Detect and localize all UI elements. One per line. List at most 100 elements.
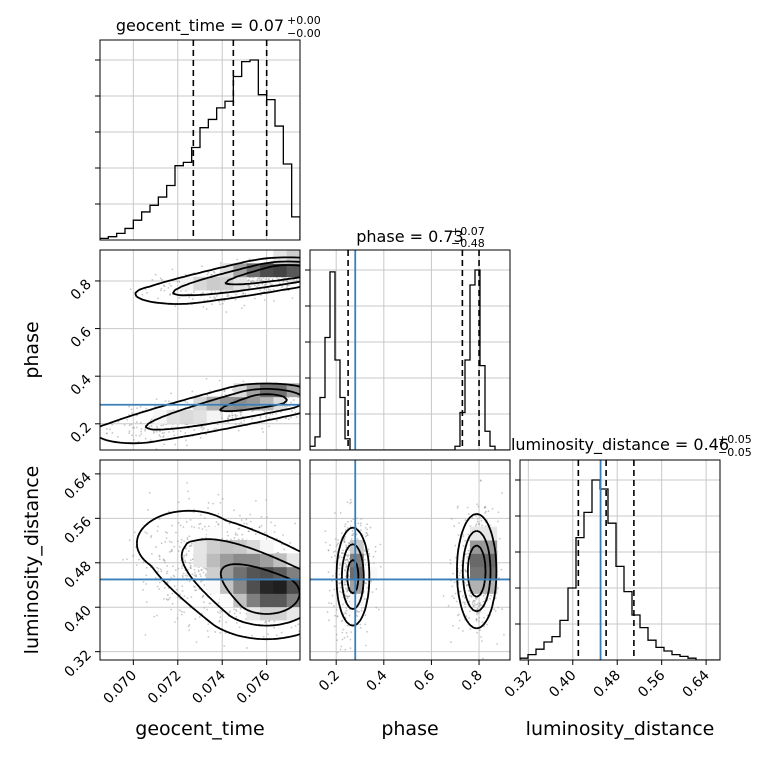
sample-point: [328, 544, 331, 546]
sample-point: [497, 587, 499, 590]
sample-point: [234, 298, 237, 301]
sample-point: [170, 284, 172, 287]
sample-point: [477, 612, 480, 615]
sample-point: [490, 594, 492, 597]
sample-point: [259, 294, 262, 296]
sample-point: [308, 578, 310, 580]
sample-point: [178, 545, 181, 548]
sample-point: [498, 576, 500, 579]
sample-point: [487, 510, 490, 513]
sample-point: [335, 633, 338, 636]
sample-point: [221, 538, 224, 540]
sample-point: [205, 433, 207, 436]
sample-point: [342, 539, 345, 542]
sample-point: [171, 268, 174, 271]
sample-point: [273, 620, 276, 623]
sample-point: [193, 568, 196, 571]
sample-point: [195, 574, 197, 576]
sample-point: [173, 545, 176, 548]
sample-point: [186, 538, 189, 541]
sample-point: [289, 541, 292, 544]
sample-point: [180, 613, 183, 616]
xlabel-geocent-time: geocent_time: [135, 718, 264, 740]
sample-point: [142, 581, 145, 583]
sample-point: [497, 606, 500, 609]
sample-point: [126, 558, 128, 561]
density-cell: [470, 540, 484, 554]
sample-point: [343, 581, 346, 584]
sample-point: [275, 634, 278, 637]
density-cell: [206, 410, 221, 424]
sample-point: [290, 401, 292, 404]
sample-point: [213, 271, 216, 274]
sample-point: [233, 537, 236, 539]
sample-point: [454, 592, 457, 595]
sample-point: [194, 571, 196, 574]
sample-point: [123, 424, 126, 426]
sample-point: [360, 606, 363, 609]
sample-point: [321, 601, 323, 603]
sample-point: [328, 587, 330, 589]
sample-point: [339, 586, 342, 589]
sample-point: [312, 272, 314, 274]
sample-point: [162, 424, 165, 426]
sample-point: [178, 609, 181, 612]
sample-point: [146, 532, 148, 535]
sample-point: [116, 435, 119, 438]
sample-point: [364, 527, 367, 529]
sample-point: [460, 569, 463, 572]
sample-point: [342, 262, 344, 264]
sample-point: [334, 512, 336, 514]
sample-point: [212, 502, 215, 505]
sample-point: [476, 603, 479, 605]
density-cell: [193, 553, 208, 568]
sample-point: [195, 641, 198, 643]
sample-point: [150, 418, 153, 421]
sample-point: [494, 610, 497, 612]
contour-level: [219, 264, 300, 413]
sample-point: [156, 530, 159, 532]
sample-point: [185, 521, 188, 523]
density-cell: [260, 553, 274, 568]
sample-point: [231, 416, 234, 419]
sample-point: [292, 399, 295, 401]
sample-point: [287, 418, 290, 421]
sample-point: [316, 275, 318, 277]
sample-point: [239, 413, 242, 416]
sample-point: [138, 558, 140, 561]
density-cell: [246, 593, 261, 608]
sample-point: [231, 412, 233, 414]
sample-point: [219, 616, 222, 619]
sample-point: [192, 585, 195, 588]
sample-point: [346, 635, 349, 638]
sample-point: [475, 611, 478, 614]
sample-point: [364, 553, 366, 556]
sample-point: [233, 509, 235, 512]
density-cell: [350, 553, 364, 568]
sample-point: [497, 511, 500, 514]
sample-point: [168, 431, 170, 433]
sample-point: [249, 513, 252, 516]
sample-point: [302, 408, 304, 410]
sample-point: [375, 606, 378, 609]
sample-point: [187, 625, 190, 628]
sample-point: [306, 402, 308, 404]
sample-point: [337, 542, 340, 545]
sample-point: [180, 610, 183, 613]
sample-point: [275, 412, 278, 415]
sample-point: [227, 294, 230, 297]
sample-point: [476, 520, 479, 523]
sample-point: [479, 610, 482, 613]
sample-point: [307, 275, 309, 277]
sample-point: [183, 611, 186, 614]
sample-point: [184, 559, 186, 562]
sample-point: [359, 522, 362, 525]
sample-point: [346, 527, 349, 529]
sample-point: [130, 408, 133, 411]
sample-point: [176, 540, 179, 542]
sample-point: [135, 434, 137, 437]
sample-point: [345, 544, 348, 547]
sample-point: [186, 597, 189, 599]
sample-point: [352, 532, 355, 535]
sample-point: [345, 566, 348, 569]
